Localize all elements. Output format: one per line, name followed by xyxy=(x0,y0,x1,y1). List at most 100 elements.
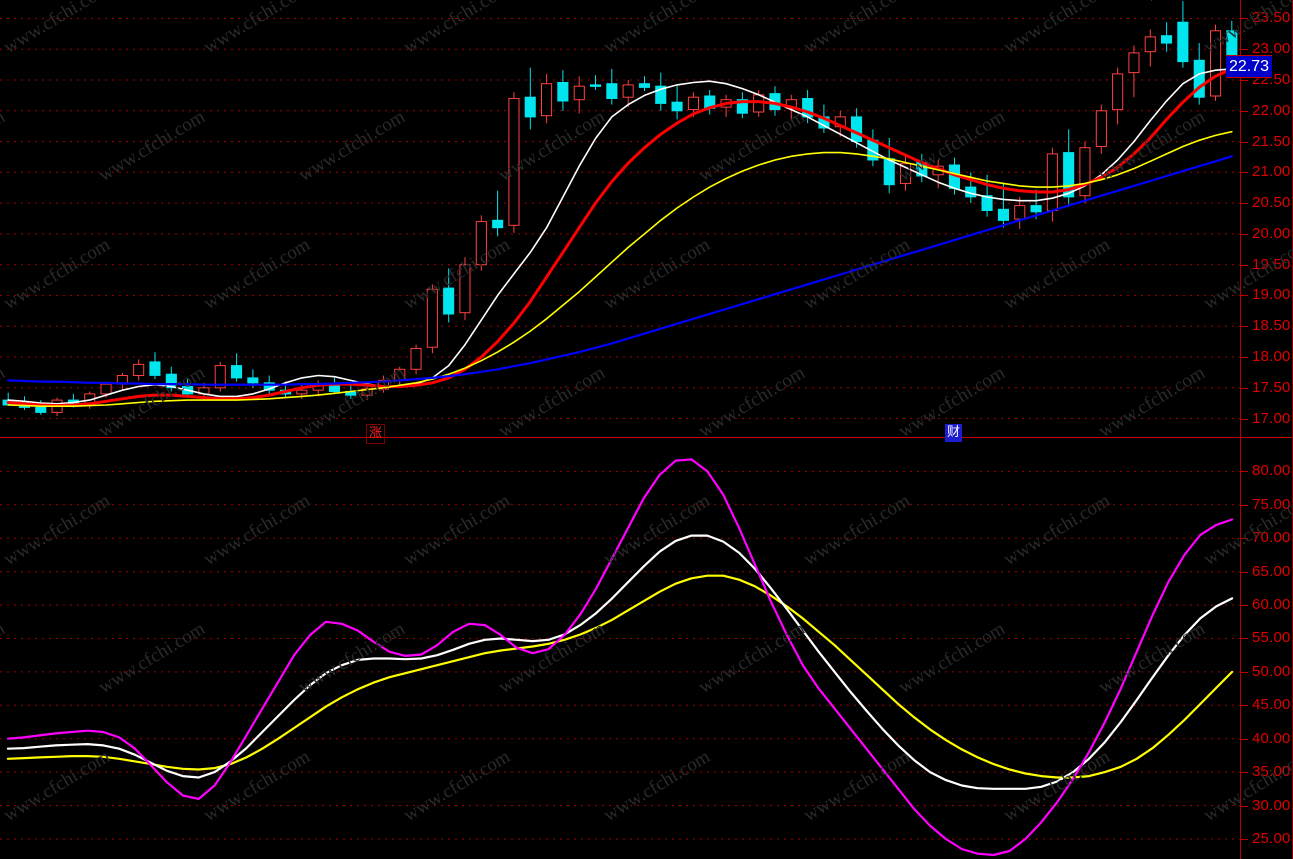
candle xyxy=(1079,141,1091,204)
tick-mark xyxy=(1241,772,1248,774)
rise-marker[interactable]: 涨 xyxy=(366,424,385,444)
indicator-tick: 30.00 xyxy=(1240,797,1293,814)
watermark: www.cfchi.com xyxy=(800,0,914,59)
ma-line-MA10 xyxy=(6,67,1234,408)
price-tick-label: 20.50 xyxy=(1252,194,1291,212)
indicator-tick: 55.00 xyxy=(1240,629,1293,646)
indicator-axis-rule xyxy=(1240,438,1241,859)
candle xyxy=(410,344,422,375)
price-panel[interactable] xyxy=(0,0,1293,437)
watermark: www.cfchi.com xyxy=(200,746,314,827)
tick-mark xyxy=(1241,326,1248,328)
price-tick: 19.50 xyxy=(1240,256,1293,273)
indicator-tick: 50.00 xyxy=(1240,663,1293,680)
tick-mark xyxy=(1241,233,1248,235)
high-price-annotation: 23.78 xyxy=(1132,0,1192,4)
watermark: www.cfchi.com xyxy=(1200,234,1293,315)
candle xyxy=(492,190,504,237)
watermark: www.cfchi.com xyxy=(95,362,209,443)
watermark: www.cfchi.com xyxy=(495,362,609,443)
watermark: www.cfchi.com xyxy=(600,490,714,571)
price-tick: 17.00 xyxy=(1240,410,1293,427)
tick-mark xyxy=(1241,738,1248,740)
watermark: www.cfchi.com xyxy=(600,0,714,59)
indicator-tick: 40.00 xyxy=(1240,730,1293,747)
tick-mark xyxy=(1241,387,1248,389)
price-tick: 20.50 xyxy=(1240,194,1293,211)
indicator-tick: 60.00 xyxy=(1240,596,1293,613)
candle xyxy=(1177,1,1189,68)
watermark: www.cfchi.com xyxy=(0,362,9,443)
indicator-tick-label: 35.00 xyxy=(1252,763,1291,781)
watermark: www.cfchi.com xyxy=(400,234,514,315)
watermark: www.cfchi.com xyxy=(495,618,609,699)
watermark: www.cfchi.com xyxy=(200,490,314,571)
tick-mark xyxy=(1241,264,1248,266)
candle xyxy=(214,361,226,392)
indicator-tick: 35.00 xyxy=(1240,763,1293,780)
indicator-tick-label: 25.00 xyxy=(1252,829,1291,847)
indicator-tick-label: 65.00 xyxy=(1252,562,1291,580)
candle xyxy=(459,257,471,321)
indicator-tick: 45.00 xyxy=(1240,696,1293,713)
ma-line-MA20 xyxy=(7,130,1233,408)
current-price-flag[interactable]: 22.73 xyxy=(1226,55,1273,79)
high-price-label: 23.78 xyxy=(1154,0,1192,4)
candle xyxy=(1095,104,1107,154)
watermark: www.cfchi.com xyxy=(295,362,409,443)
price-tick-label: 21.00 xyxy=(1252,163,1291,181)
price-tick-label: 21.50 xyxy=(1252,132,1291,150)
watermark: www.cfchi.com xyxy=(295,618,409,699)
watermark: www.cfchi.com xyxy=(1095,106,1209,187)
candle xyxy=(1128,45,1140,98)
panel-divider xyxy=(0,437,1240,438)
indicator-panel[interactable] xyxy=(0,438,1293,859)
candle xyxy=(557,70,569,111)
price-tick: 20.00 xyxy=(1240,225,1293,242)
candle xyxy=(165,366,177,392)
tick-mark xyxy=(1241,671,1248,673)
indicator-tick-label: 30.00 xyxy=(1252,796,1291,814)
candle xyxy=(1144,29,1156,67)
tick-mark xyxy=(1241,805,1248,807)
watermark: www.cfchi.com xyxy=(95,106,209,187)
indicator-tick: 25.00 xyxy=(1240,830,1293,847)
candle xyxy=(541,73,553,124)
tick-mark xyxy=(1241,18,1248,20)
wealth-marker[interactable]: 财 xyxy=(945,424,962,442)
candle xyxy=(524,67,536,130)
watermark: www.cfchi.com xyxy=(600,746,714,827)
tick-mark xyxy=(1241,538,1248,540)
kdj-plot xyxy=(0,458,1240,857)
watermark: www.cfchi.com xyxy=(800,234,914,315)
price-axis-rule xyxy=(1240,0,1241,859)
watermark: www.cfchi.com xyxy=(800,490,914,571)
tick-mark xyxy=(1241,49,1248,51)
price-tick: 17.50 xyxy=(1240,379,1293,396)
price-tick-label: 17.00 xyxy=(1252,409,1291,427)
watermark: www.cfchi.com xyxy=(400,490,514,571)
watermark: www.cfchi.com xyxy=(400,0,514,59)
price-tick-label: 20.00 xyxy=(1252,224,1291,242)
candle xyxy=(231,353,243,382)
price-tick: 23.50 xyxy=(1240,9,1293,26)
indicator-tick: 75.00 xyxy=(1240,496,1293,513)
price-tick-label: 17.50 xyxy=(1252,378,1291,396)
watermark: www.cfchi.com xyxy=(695,362,809,443)
candle xyxy=(1161,22,1173,52)
candle xyxy=(1014,197,1026,229)
watermark: www.cfchi.com xyxy=(0,746,114,827)
tick-mark xyxy=(1241,705,1248,707)
indicator-tick-label: 40.00 xyxy=(1252,729,1291,747)
indicator-tick-label: 60.00 xyxy=(1252,596,1291,614)
price-tick-label: 19.50 xyxy=(1252,255,1291,273)
price-axis: 23.50 23.00 22.50 22.00 21.50 21.00 20.50 20.00… xyxy=(1240,0,1293,859)
watermark: www.cfchi.com xyxy=(0,618,9,699)
price-tick: 23.00 xyxy=(1240,40,1293,57)
tick-mark xyxy=(1241,203,1248,205)
candle xyxy=(590,75,602,90)
indicator-tick-label: 80.00 xyxy=(1252,462,1291,480)
axis-divider xyxy=(1240,437,1293,438)
candle xyxy=(1112,67,1124,125)
